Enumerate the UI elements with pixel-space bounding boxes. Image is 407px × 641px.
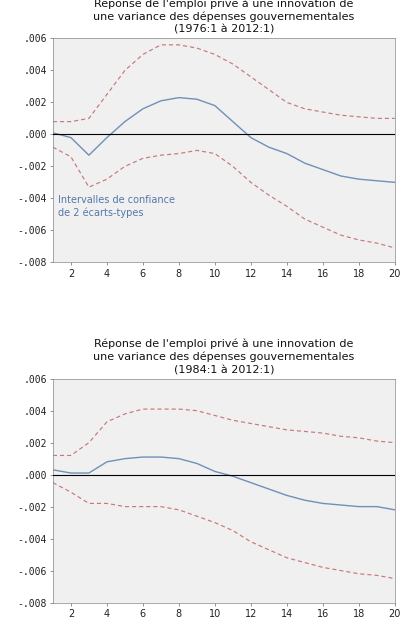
Title: Réponse de l'emploi privé à une innovation de
une variance des dépenses gouverne: Réponse de l'emploi privé à une innovati…	[93, 0, 354, 35]
Title: Réponse de l'emploi privé à une innovation de
une variance des dépenses gouverne: Réponse de l'emploi privé à une innovati…	[93, 338, 354, 375]
Text: Intervalles de confiance
de 2 écarts-types: Intervalles de confiance de 2 écarts-typ…	[58, 195, 175, 218]
